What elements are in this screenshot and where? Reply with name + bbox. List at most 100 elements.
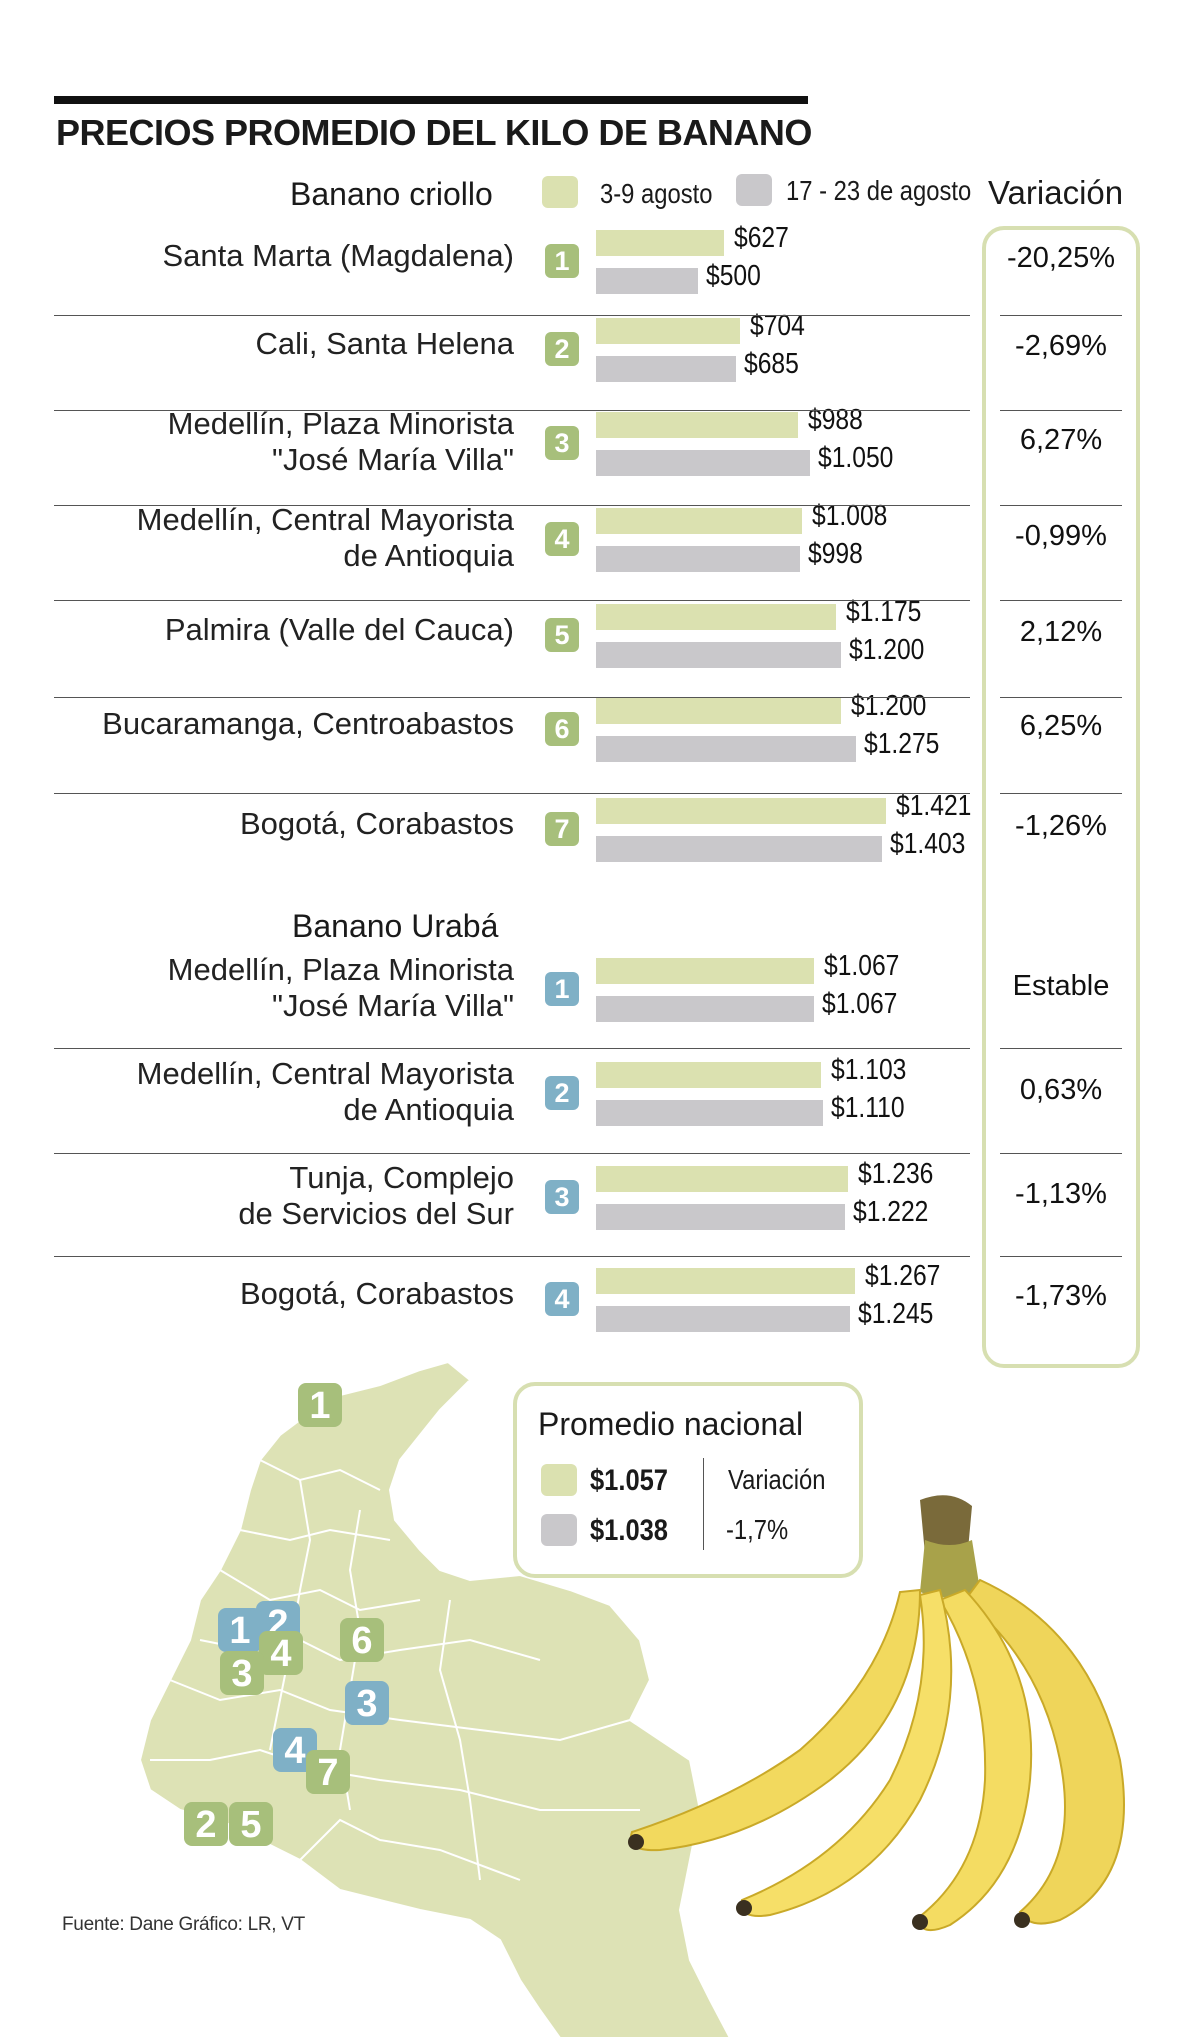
variation-value-criollo-1: -20,25%: [1006, 242, 1115, 274]
value-label-period-1-uraba-4: $1.267: [865, 1260, 941, 1292]
variation-value-criollo-5: 2,12%: [1019, 616, 1103, 648]
top-rule: [54, 96, 808, 104]
colombia-land: [138, 1360, 732, 2038]
variation-divider: [1000, 1048, 1122, 1049]
map-marker-label: 7: [317, 1752, 338, 1794]
map-marker-criollo-3: 3: [220, 1651, 264, 1695]
variation-header: Variación: [988, 174, 1124, 211]
bar-period-2-uraba-3: [596, 1204, 845, 1230]
map-marker-criollo-6: 6: [340, 1618, 384, 1662]
bar-period-1-criollo-6: [596, 698, 841, 724]
value-label-period-1-uraba-2: $1.103: [831, 1054, 907, 1086]
value-label-period-2-criollo-4: $998: [808, 538, 863, 570]
national-average-value-period-2: $1.038: [590, 1514, 669, 1547]
variation-value-criollo-7: -1,26%: [1015, 810, 1107, 842]
bar-period-2-uraba-4: [596, 1306, 850, 1332]
map-marker-criollo-2: 2: [184, 1802, 228, 1846]
row-label-uraba-1: Medellín, Plaza Minorista: [167, 952, 514, 987]
row-divider: [54, 505, 970, 506]
variation-value-criollo-3: 6,27%: [1019, 424, 1103, 456]
value-label-period-2-criollo-3: $1.050: [818, 442, 894, 474]
bar-period-1-criollo-3: [596, 412, 798, 438]
map-marker-uraba-3: 3: [345, 1681, 389, 1725]
value-label-period-1-criollo-3: $988: [808, 404, 863, 436]
row-label-criollo-3: Medellín, Plaza Minorista: [167, 406, 514, 441]
variation-divider: [1000, 793, 1122, 794]
map-marker-criollo-4: 4: [259, 1631, 303, 1675]
bar-period-2-criollo-6: [596, 736, 856, 762]
variation-divider: [1000, 1256, 1122, 1257]
bar-period-2-criollo-7: [596, 836, 882, 862]
map-marker-uraba-1: 1: [218, 1608, 262, 1652]
value-label-period-2-criollo-5: $1.200: [849, 634, 925, 666]
bar-period-2-criollo-1: [596, 268, 698, 294]
variation-divider: [1000, 505, 1122, 506]
row-number-criollo-7: 7: [545, 812, 579, 846]
row-divider: [54, 1256, 970, 1257]
national-average-value-period-1: $1.057: [590, 1464, 669, 1497]
row-number-criollo-5: 5: [545, 618, 579, 652]
banana-right: [963, 1578, 1125, 1925]
row-label-criollo-4: Medellín, Central Mayorista: [136, 502, 514, 537]
value-label-period-2-uraba-2: $1.110: [831, 1092, 905, 1124]
bar-period-1-criollo-4: [596, 508, 802, 534]
value-label-period-2-uraba-3: $1.222: [853, 1196, 929, 1228]
value-label-period-2-criollo-1: $500: [706, 260, 761, 292]
map-marker-label: 3: [231, 1653, 252, 1695]
map-marker-label: 4: [284, 1730, 305, 1772]
bar-period-2-uraba-2: [596, 1100, 823, 1126]
variation-divider: [1000, 600, 1122, 601]
map-marker-criollo-5: 5: [229, 1802, 273, 1846]
row-divider: [54, 315, 970, 316]
row-label-criollo-3: "José María Villa": [272, 442, 514, 477]
chart-title: PRECIOS PROMEDIO DEL KILO DE BANANO: [56, 112, 812, 153]
row-label-criollo-7: Bogotá, Corabastos: [239, 806, 514, 841]
banana-middle-right: [912, 1588, 1033, 1932]
banana-tip: [1014, 1912, 1030, 1928]
row-divider: [54, 600, 970, 601]
row-label-uraba-2: Medellín, Central Mayorista: [136, 1056, 514, 1091]
row-number-criollo-2: 2: [545, 332, 579, 366]
legend-swatch-period-1: [542, 176, 578, 208]
value-label-period-2-uraba-1: $1.067: [822, 988, 898, 1020]
variation-value-uraba-4: -1,73%: [1015, 1280, 1107, 1312]
map-marker-label: 2: [195, 1804, 216, 1846]
row-label-uraba-1: "José María Villa": [272, 988, 514, 1023]
row-number-criollo-1: 1: [545, 244, 579, 278]
row-number-criollo-4: 4: [545, 522, 579, 556]
value-label-period-1-criollo-7: $1.421: [896, 790, 972, 822]
value-label-period-1-criollo-6: $1.200: [851, 690, 927, 722]
source-credit: Fuente: Dane Gráfico: LR, VT: [62, 1914, 305, 1935]
row-label-uraba-4: Bogotá, Corabastos: [239, 1276, 514, 1311]
variation-value-criollo-4: -0,99%: [1015, 520, 1107, 552]
row-number-criollo-6: 6: [545, 712, 579, 746]
value-label-period-2-criollo-6: $1.275: [864, 728, 940, 760]
bar-period-2-criollo-3: [596, 450, 810, 476]
bar-period-1-uraba-3: [596, 1166, 848, 1192]
row-number-uraba-3: 3: [545, 1180, 579, 1214]
legend-label-period-2: 17 - 23 de agosto: [786, 175, 972, 206]
banana-bunch-illustration: [628, 1495, 1125, 1932]
value-label-period-1-criollo-1: $627: [734, 222, 789, 254]
map-marker-criollo-7: 7: [306, 1750, 350, 1794]
row-divider: [54, 410, 970, 411]
bar-period-2-uraba-1: [596, 996, 814, 1022]
value-label-period-1-criollo-5: $1.175: [846, 596, 922, 628]
national-average-title: Promedio nacional: [538, 1406, 804, 1442]
map-marker-label: 1: [309, 1385, 330, 1427]
national-average-variation-label: Variación: [728, 1464, 826, 1495]
variation-value-criollo-6: 6,25%: [1019, 710, 1103, 742]
value-label-period-1-uraba-1: $1.067: [824, 950, 900, 982]
row-number-criollo-3: 3: [545, 426, 579, 460]
national-average-variation-value: -1,7%: [726, 1514, 789, 1545]
bar-period-1-criollo-1: [596, 230, 724, 256]
bar-period-2-criollo-2: [596, 356, 736, 382]
variation-value-uraba-3: -1,13%: [1015, 1178, 1107, 1210]
national-average-swatch-period-2: [541, 1514, 577, 1546]
banana-stem: [920, 1495, 980, 1598]
banana-middle-left: [736, 1588, 953, 1917]
row-label-uraba-3: de Servicios del Sur: [238, 1196, 514, 1231]
bar-period-1-criollo-7: [596, 798, 886, 824]
variation-frame: [982, 226, 1140, 1368]
map-marker-label: 6: [351, 1620, 372, 1662]
